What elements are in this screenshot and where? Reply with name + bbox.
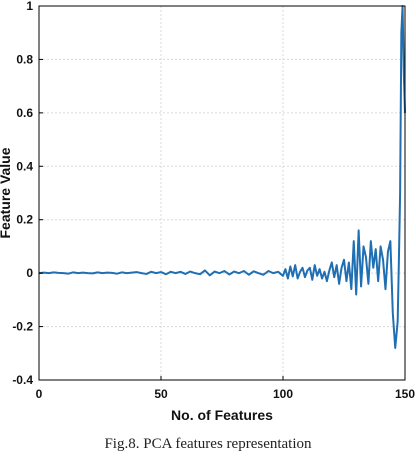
series-line bbox=[38, 5, 406, 349]
x-axis-title: No. of Features bbox=[171, 407, 273, 423]
x-tick-label: 100 bbox=[273, 387, 293, 401]
y-axis-title: Feature Value bbox=[0, 147, 13, 238]
line-chart: 0 50 100 150 -0.4 -0.2 0 0.2 0.4 0.6 0.8 1 No. of F… bbox=[0, 0, 415, 423]
figure-caption: Fig.8. PCA features representation bbox=[104, 436, 312, 452]
y-tick-label: 0.4 bbox=[16, 159, 33, 173]
x-tick-label: 0 bbox=[36, 387, 43, 401]
plot-background bbox=[39, 6, 405, 380]
y-tick-label: 0 bbox=[26, 266, 33, 280]
y-tick-label: 0.6 bbox=[16, 106, 33, 120]
plot-frame bbox=[38, 5, 406, 381]
y-tick-label: 1 bbox=[26, 0, 33, 13]
x-tick-label: 50 bbox=[154, 387, 168, 401]
y-tick-label: -0.4 bbox=[12, 373, 33, 387]
y-tick-label: 0.8 bbox=[16, 52, 33, 66]
y-tick-label: 0.2 bbox=[16, 213, 33, 227]
ticks: 0 50 100 150 -0.4 -0.2 0 0.2 0.4 0.6 0.8 1 bbox=[12, 0, 415, 401]
x-tick-label: 150 bbox=[395, 387, 415, 401]
y-tick-label: -0.2 bbox=[12, 320, 33, 334]
